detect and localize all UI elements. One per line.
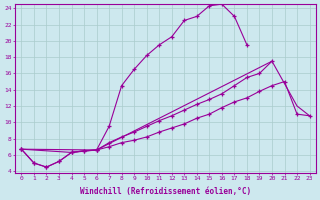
- X-axis label: Windchill (Refroidissement éolien,°C): Windchill (Refroidissement éolien,°C): [80, 187, 251, 196]
